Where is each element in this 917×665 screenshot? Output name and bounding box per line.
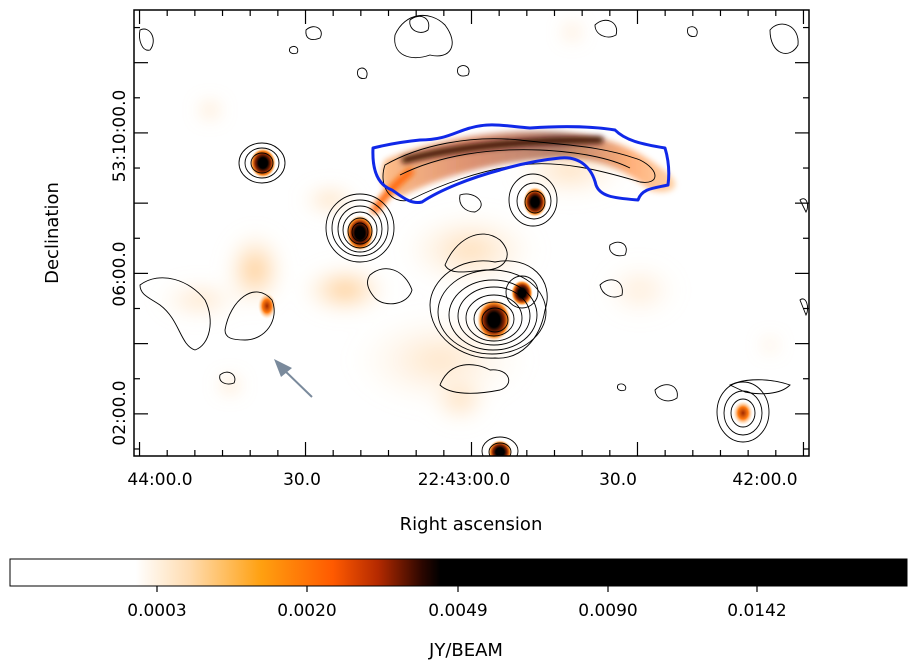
plot-area xyxy=(134,10,809,456)
colorbar-gradient xyxy=(9,558,908,587)
source-b xyxy=(346,215,374,251)
x-tick-label: 44:00.0 xyxy=(127,470,192,490)
y-tick-label: 02:00.0 xyxy=(110,380,130,445)
source-g xyxy=(488,440,512,456)
x-axis-title: Right ascension xyxy=(400,514,543,535)
arrow-marker xyxy=(274,359,313,398)
source-a xyxy=(250,148,276,178)
colorbar-tick-label: 0.0142 xyxy=(727,601,786,621)
contour-lines xyxy=(139,14,809,456)
y-tick-label: 06:00.0 xyxy=(110,241,130,306)
x-tick-labels: 44:00.0 30.0 22:43:00.0 30.0 42:00.0 xyxy=(127,470,797,490)
source-e xyxy=(477,299,511,341)
colorbar-label: JY/BEAM xyxy=(428,640,503,661)
source-f xyxy=(258,293,276,319)
y-tick-labels: 02:00.0 06:00.0 53:10:00.0 xyxy=(110,90,130,446)
colorbar: 0.0003 0.0020 0.0049 0.0090 0.0142 JY/BE… xyxy=(9,558,908,661)
x-tick-label: 22:43:00.0 xyxy=(418,470,511,490)
colorbar-tick-label: 0.0020 xyxy=(277,601,336,621)
source-h xyxy=(733,401,753,425)
x-tick-label: 42:00.0 xyxy=(732,470,797,490)
y-tick-label: 53:10:00.0 xyxy=(110,90,130,183)
colorbar-tick-label: 0.0090 xyxy=(578,601,637,621)
colorbar-tick-label: 0.0003 xyxy=(127,601,186,621)
y-axis-title: Declination xyxy=(42,182,63,284)
source-c xyxy=(523,187,547,217)
colorbar-tick-label: 0.0049 xyxy=(428,601,487,621)
x-tick-label: 30.0 xyxy=(283,470,321,490)
relic-region-outline xyxy=(371,123,671,205)
source-d xyxy=(511,280,533,306)
tick-marks xyxy=(134,10,809,592)
x-tick-label: 30.0 xyxy=(599,470,637,490)
